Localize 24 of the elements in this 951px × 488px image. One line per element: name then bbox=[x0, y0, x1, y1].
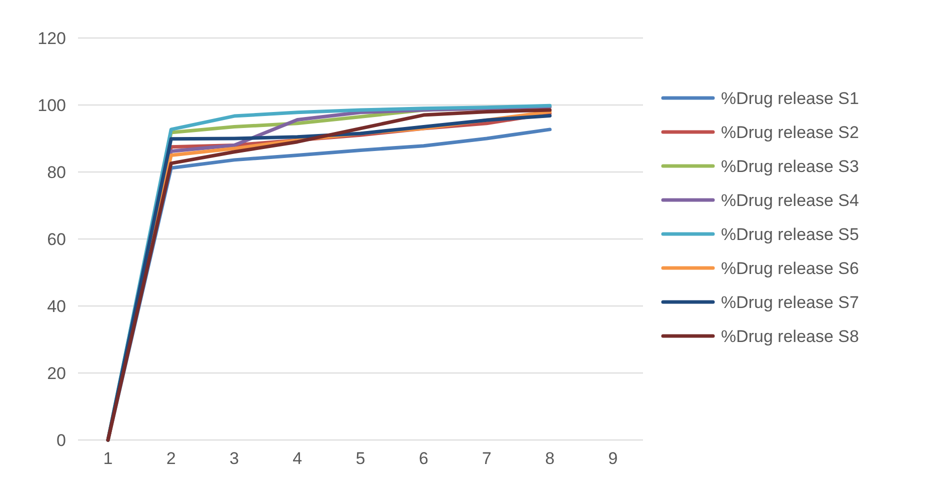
y-tick-label: 80 bbox=[47, 162, 66, 182]
legend-label: %Drug release S3 bbox=[721, 156, 859, 176]
legend-label: %Drug release S2 bbox=[721, 122, 859, 142]
legend-label: %Drug release S5 bbox=[721, 224, 859, 244]
legend-label: %Drug release S4 bbox=[721, 190, 859, 210]
x-tick-label: 7 bbox=[482, 449, 492, 468]
legend-label: %Drug release S6 bbox=[721, 258, 859, 278]
x-tick-label: 4 bbox=[292, 449, 302, 468]
legend-label: %Drug release S8 bbox=[721, 326, 859, 346]
y-tick-label: 0 bbox=[56, 430, 66, 450]
legend-label: %Drug release S1 bbox=[721, 88, 859, 108]
x-tick-label: 3 bbox=[230, 449, 239, 468]
y-tick-label: 60 bbox=[47, 230, 66, 249]
y-tick-label: 40 bbox=[47, 296, 66, 316]
y-tick-label: 100 bbox=[38, 96, 66, 115]
x-tick-label: 8 bbox=[545, 449, 555, 468]
legend-label: %Drug release S7 bbox=[721, 292, 859, 312]
x-tick-label: 2 bbox=[166, 449, 176, 468]
y-tick-label: 120 bbox=[38, 28, 66, 48]
x-tick-label: 6 bbox=[418, 449, 428, 468]
y-tick-label: 20 bbox=[47, 364, 66, 383]
x-tick-label: 1 bbox=[103, 449, 113, 468]
x-tick-label: 5 bbox=[356, 449, 366, 468]
x-tick-label: 9 bbox=[608, 449, 618, 468]
